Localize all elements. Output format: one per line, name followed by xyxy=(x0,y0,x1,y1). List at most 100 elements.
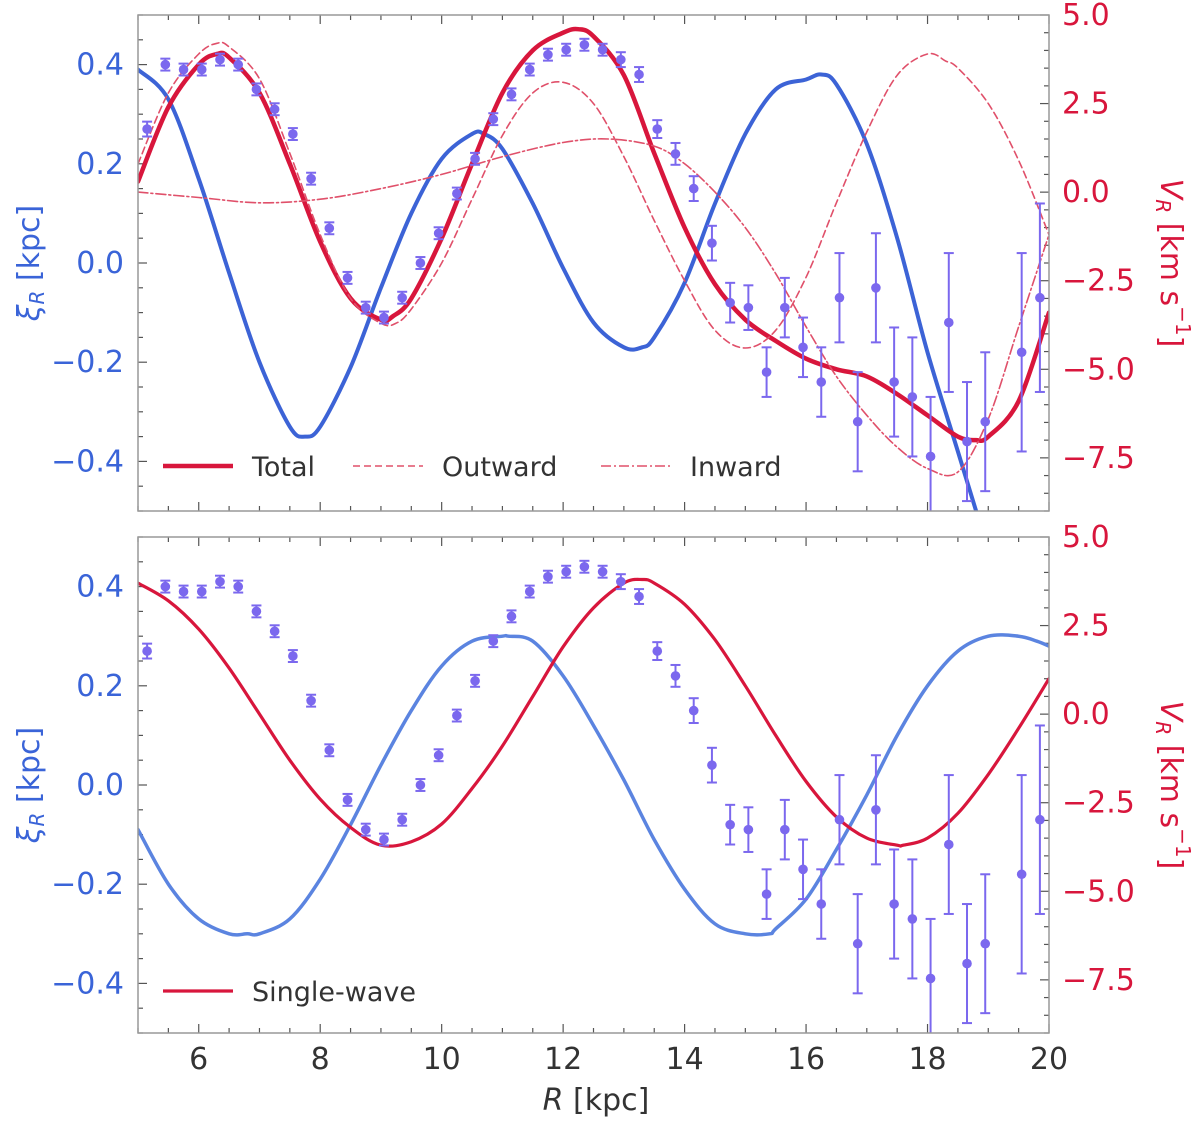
right-tick-label: 2.5 xyxy=(1062,87,1110,122)
data-point xyxy=(743,824,754,835)
data-point xyxy=(415,780,426,790)
data-point xyxy=(379,834,389,845)
x-axis-label: R [kpc] xyxy=(543,1083,650,1118)
data-point xyxy=(506,89,517,100)
data-point xyxy=(452,188,462,199)
data-point xyxy=(196,64,207,75)
data-point xyxy=(889,377,899,387)
data-point xyxy=(269,104,280,115)
data-point xyxy=(743,302,754,313)
data-point xyxy=(597,566,608,577)
right-tick-label: 0.0 xyxy=(1062,175,1110,210)
data-point xyxy=(1035,814,1045,825)
data-point xyxy=(980,938,991,949)
data-point xyxy=(943,839,954,850)
data-point xyxy=(488,636,499,646)
data-point xyxy=(561,566,571,577)
data-point xyxy=(579,39,590,50)
left-tick-label: 0.0 xyxy=(76,768,124,803)
bottom-legend: Single-wave xyxy=(163,977,416,1008)
bottom-ylabel-left: ξR [kpc] xyxy=(12,727,49,845)
vr-curve-single-wave xyxy=(138,577,1049,848)
legend-outward-label: Outward xyxy=(442,452,557,483)
legend-inward-label: Inward xyxy=(690,452,781,483)
top-legend: Total Outward Inward xyxy=(163,452,781,483)
data-point xyxy=(488,114,499,124)
data-point xyxy=(1035,292,1045,303)
data-point xyxy=(761,367,772,377)
data-point xyxy=(306,695,316,706)
data-point xyxy=(634,69,644,80)
data-point xyxy=(943,317,954,328)
data-point xyxy=(288,129,298,139)
data-point xyxy=(561,44,571,55)
top-plot-frame xyxy=(137,14,1050,512)
x-tick-label: 20 xyxy=(1030,1042,1068,1077)
data-point xyxy=(1016,869,1027,880)
legend-single-wave-label: Single-wave xyxy=(252,977,416,1008)
data-point xyxy=(215,576,225,587)
left-tick-label: 0.4 xyxy=(76,48,124,83)
data-point xyxy=(652,646,663,656)
data-point xyxy=(798,864,808,875)
bottom-left-tick-labels: 0.4 0.2 0.0 −0.2 −0.4 xyxy=(51,570,124,1002)
data-point xyxy=(688,705,699,716)
vr-curve-outward xyxy=(138,41,1049,349)
bottom-data-points xyxy=(142,559,1045,1033)
top-right-axis-ticks xyxy=(1040,14,1049,512)
data-point xyxy=(342,273,353,283)
right-tick-label: −7.5 xyxy=(1062,441,1135,476)
data-point xyxy=(524,64,535,75)
data-point xyxy=(834,292,845,303)
left-tick-label: −0.4 xyxy=(51,444,124,479)
data-point xyxy=(798,342,808,353)
data-point xyxy=(925,451,936,462)
data-point xyxy=(160,59,171,70)
right-tick-label: 5.0 xyxy=(1062,520,1110,555)
data-point xyxy=(543,49,553,60)
left-tick-label: −0.2 xyxy=(51,867,124,902)
data-point xyxy=(233,59,244,70)
bottom-left-axis-ticks xyxy=(138,536,147,1034)
top-panel: 0.40.20.0−0.2−0.4 5.02.50.0−2.5−5.0−7.5 … xyxy=(12,0,1196,512)
bottom-right-tick-labels: 5.0 2.5 0.0 −2.5 −5.0 −7.5 xyxy=(1062,520,1135,998)
xi-curve xyxy=(138,633,1049,937)
data-point xyxy=(142,646,152,656)
data-point xyxy=(780,824,790,835)
data-point xyxy=(597,44,608,55)
right-tick-label: −5.0 xyxy=(1062,352,1135,387)
data-point xyxy=(433,228,444,239)
left-tick-label: 0.2 xyxy=(76,669,124,704)
left-tick-label: −0.4 xyxy=(51,966,124,1001)
data-point xyxy=(816,899,827,909)
top-left-axis-ticks xyxy=(138,14,147,512)
data-point xyxy=(524,586,535,597)
data-point xyxy=(251,606,262,617)
data-point xyxy=(852,416,863,427)
vr-curve-total xyxy=(138,26,1049,444)
data-point xyxy=(142,124,152,134)
data-point xyxy=(433,750,444,761)
bottom-right-axis-ticks xyxy=(1040,536,1049,1034)
data-point xyxy=(688,183,699,194)
bottom-ylabel-right: VR [km s−1] xyxy=(1152,701,1196,870)
data-point xyxy=(1016,347,1027,358)
data-point xyxy=(925,973,936,984)
data-point xyxy=(324,745,335,756)
top-data-points xyxy=(142,37,1045,511)
right-tick-label: 0.0 xyxy=(1062,697,1110,732)
data-point xyxy=(397,292,407,303)
data-point xyxy=(360,824,371,835)
data-point xyxy=(670,671,681,681)
x-tick-label: 10 xyxy=(423,1042,461,1077)
bottom-x-tick-labels: 6 8 10 12 14 16 18 20 xyxy=(189,1042,1068,1077)
data-point xyxy=(397,814,407,825)
top-left-tick-labels: 0.4 0.2 0.0 −0.2 −0.4 xyxy=(51,48,124,480)
data-point xyxy=(178,64,189,75)
data-point xyxy=(670,149,681,159)
data-point xyxy=(834,814,845,825)
data-point xyxy=(506,611,517,622)
right-tick-label: 5.0 xyxy=(1062,0,1110,33)
data-point xyxy=(306,173,316,184)
data-point xyxy=(251,84,262,95)
